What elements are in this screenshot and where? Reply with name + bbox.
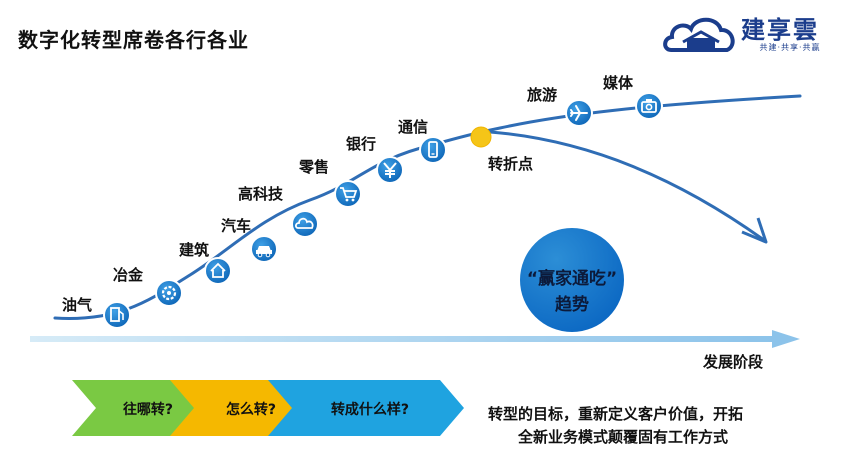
trend-text-line1: “赢家通吃”	[526, 269, 618, 289]
chevron-shape-1	[72, 380, 214, 436]
fuel-pump-icon	[103, 301, 131, 329]
industry-label-automotive: 汽车	[221, 217, 252, 235]
industry-label-construction: 建筑	[179, 241, 210, 259]
cloud-logo-icon	[663, 17, 735, 52]
summary-text: 转型的目标，重新定义客户价值，开拓 全新业务模式颠覆固有工作方式	[488, 403, 743, 449]
camera-icon	[635, 92, 663, 120]
axis-label: 发展阶段	[703, 353, 764, 371]
summary-line1: 转型的目标，重新定义客户价值，开拓	[488, 405, 744, 423]
chevron-label-2: 怎么转?	[225, 402, 277, 418]
industry-label-media: 媒体	[603, 74, 634, 92]
shopping-cart-icon	[334, 180, 362, 208]
industry-label-banking: 银行	[346, 135, 377, 153]
industry-label-telecom: 通信	[398, 118, 429, 136]
industry-label-travel: 旅游	[527, 86, 558, 104]
chevron-label-1: 往哪转?	[122, 402, 174, 418]
turning-point-label: 转折点	[488, 155, 534, 173]
industry-label-metallurgy: 冶金	[113, 266, 144, 284]
logo-slogan: 共建·共享·共赢	[759, 43, 821, 52]
chevron-label-3: 转成什么样?	[330, 402, 410, 418]
car-icon	[250, 235, 278, 263]
industry-label-oil-gas: 油气	[62, 296, 93, 314]
gear-icon	[155, 279, 183, 307]
trend-text: “赢家通吃” 趋势	[517, 266, 627, 318]
logo: 建享雲 共建·共享·共赢	[661, 8, 841, 58]
summary-line2: 全新业务模式颠覆固有工作方式	[518, 428, 729, 446]
yen-icon	[376, 156, 404, 184]
airplane-icon	[565, 99, 593, 127]
decline-arrow	[488, 130, 768, 244]
industry-label-high-tech: 高科技	[238, 185, 284, 203]
page-title: 数字化转型席卷各行各业	[18, 28, 249, 52]
axis-arrow	[30, 330, 800, 348]
house-icon	[204, 257, 232, 285]
turning-point-marker	[470, 126, 492, 148]
mobile-phone-icon	[419, 136, 447, 164]
trend-text-line2: 趋势	[555, 295, 589, 315]
industry-label-retail: 零售	[299, 158, 330, 176]
logo-name: 建享雲	[741, 15, 819, 44]
cloud-icon	[291, 210, 319, 238]
trend-bubble	[520, 228, 624, 332]
chevron-shape-3	[268, 380, 464, 436]
